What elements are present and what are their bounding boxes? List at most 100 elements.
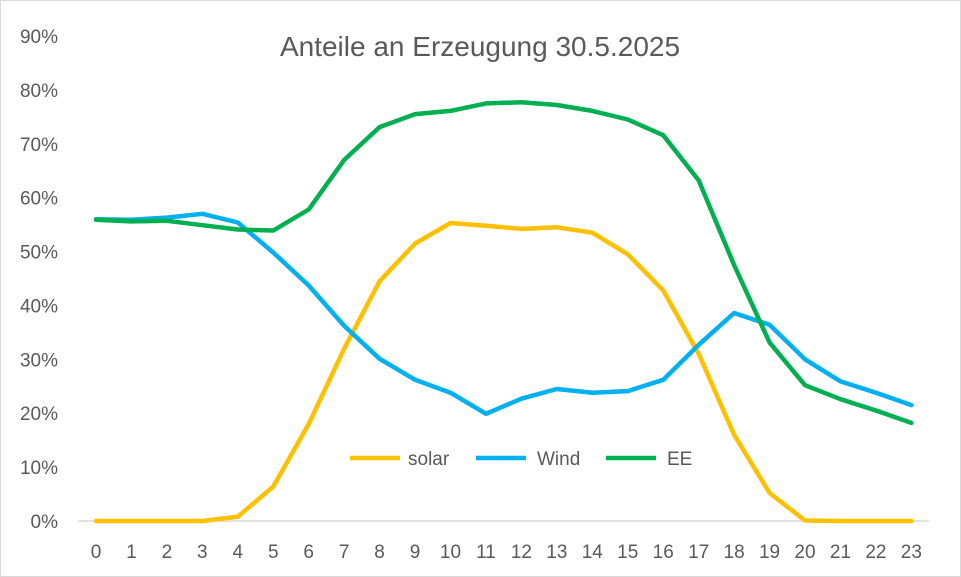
- data-point-ee: [519, 100, 523, 104]
- data-point-ee: [697, 178, 701, 182]
- x-tick-label: 20: [794, 542, 815, 563]
- x-tick-label: 4: [233, 542, 244, 563]
- data-point-ee: [342, 158, 346, 162]
- data-point-solar: [200, 519, 204, 523]
- legend-label-ee: EE: [667, 449, 692, 470]
- data-point-wind: [165, 216, 169, 220]
- legend: solar Wind EE: [350, 449, 692, 470]
- data-point-ee: [307, 208, 311, 212]
- data-point-ee: [271, 229, 275, 233]
- y-tick-label: 80%: [20, 81, 58, 102]
- data-point-solar: [838, 519, 842, 523]
- x-tick-label: 12: [511, 542, 532, 563]
- data-point-ee: [449, 109, 452, 113]
- series-line-wind: [93, 211, 914, 417]
- data-point-solar: [413, 241, 417, 245]
- data-point-ee: [378, 125, 382, 129]
- y-axis-labels: 0% 10% 20% 30% 40% 50% 60% 70% 80% 90%: [20, 27, 58, 533]
- x-tick-label: 18: [724, 542, 745, 563]
- x-tick-label: 10: [440, 542, 461, 563]
- data-point-wind: [413, 378, 417, 382]
- data-point-wind: [732, 311, 736, 315]
- data-point-solar: [484, 224, 488, 228]
- y-tick-label: 90%: [20, 27, 58, 48]
- data-point-wind: [768, 323, 772, 327]
- data-point-ee: [874, 409, 878, 413]
- x-tick-label: 9: [410, 542, 421, 563]
- data-point-wind: [874, 391, 878, 395]
- x-tick-label: 14: [582, 542, 604, 563]
- y-tick-label: 70%: [20, 135, 58, 156]
- x-tick-label: 8: [374, 542, 385, 563]
- y-tick-label: 40%: [20, 296, 58, 317]
- data-point-wind: [838, 379, 842, 383]
- y-tick-label: 50%: [20, 243, 58, 264]
- x-tick-label: 15: [617, 542, 638, 563]
- data-point-solar: [626, 252, 630, 256]
- data-point-ee: [732, 263, 736, 267]
- data-point-solar: [129, 519, 133, 523]
- x-tick-label: 19: [759, 542, 780, 563]
- data-point-solar: [519, 227, 523, 231]
- data-point-solar: [165, 519, 169, 523]
- y-tick-label: 60%: [20, 189, 58, 210]
- y-tick-label: 30%: [20, 350, 58, 371]
- data-point-wind: [626, 389, 630, 393]
- data-point-wind: [519, 397, 523, 401]
- data-point-ee: [555, 103, 559, 107]
- x-tick-label: 13: [546, 542, 567, 563]
- data-point-ee: [484, 101, 488, 105]
- data-point-solar: [590, 231, 594, 235]
- data-point-wind: [909, 403, 913, 407]
- data-point-solar: [271, 485, 275, 489]
- series-lines: [93, 100, 914, 524]
- x-tick-label: 1: [126, 542, 137, 563]
- data-point-solar: [555, 225, 559, 229]
- legend-label-solar: solar: [408, 449, 450, 470]
- data-point-wind: [271, 251, 275, 255]
- data-point-wind: [200, 212, 204, 216]
- data-point-ee: [236, 227, 240, 231]
- data-point-ee: [200, 223, 204, 227]
- x-tick-label: 0: [91, 542, 102, 563]
- data-point-wind: [307, 284, 311, 288]
- x-axis-labels: 0 1 2 3 4 5 6 7 8 9 10 11 12 13 14 15 16 17 18 19 20 21 22 23: [91, 542, 922, 563]
- data-point-solar: [342, 347, 346, 351]
- data-point-solar: [378, 279, 382, 283]
- data-point-solar: [874, 519, 878, 523]
- series-line-ee: [93, 100, 914, 426]
- data-point-wind: [697, 343, 701, 347]
- data-point-solar: [661, 288, 665, 292]
- data-point-ee: [803, 383, 807, 387]
- data-point-solar: [909, 519, 913, 523]
- x-tick-label: 22: [865, 542, 886, 563]
- data-point-solar: [236, 515, 240, 519]
- data-point-wind: [342, 324, 346, 328]
- data-point-solar: [307, 422, 311, 426]
- data-point-ee: [413, 112, 417, 116]
- data-point-solar: [697, 352, 701, 356]
- y-tick-label: 0%: [31, 512, 59, 533]
- x-tick-label: 2: [162, 542, 173, 563]
- data-point-ee: [590, 109, 594, 113]
- data-point-ee: [165, 219, 169, 223]
- data-point-wind: [236, 220, 240, 224]
- data-point-wind: [378, 357, 382, 361]
- data-point-ee: [129, 219, 133, 223]
- x-tick-label: 11: [476, 542, 496, 563]
- legend-label-wind: Wind: [537, 449, 580, 470]
- x-tick-label: 16: [653, 542, 674, 563]
- data-point-wind: [555, 387, 559, 391]
- data-point-solar: [449, 221, 452, 225]
- data-point-wind: [449, 391, 452, 395]
- data-point-solar: [803, 518, 807, 522]
- data-point-wind: [803, 357, 807, 361]
- x-tick-label: 6: [303, 542, 314, 563]
- data-point-solar: [732, 433, 736, 437]
- data-point-ee: [768, 341, 772, 345]
- x-tick-label: 7: [339, 542, 350, 563]
- x-tick-label: 5: [268, 542, 279, 563]
- x-tick-label: 23: [901, 542, 922, 563]
- x-tick-label: 17: [688, 542, 709, 563]
